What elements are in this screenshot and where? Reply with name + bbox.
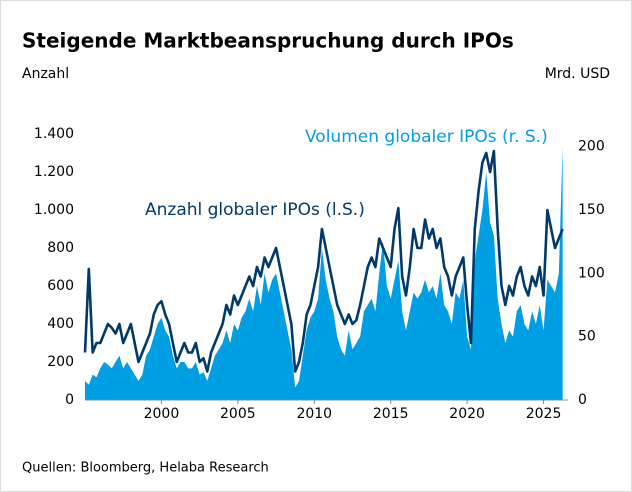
x-tick-label: 2025 [526, 406, 562, 422]
series-label: Anzahl globaler IPOs (l.S.) [145, 200, 365, 220]
y-tick-label: 1.400 [34, 126, 74, 142]
count-line [83, 149, 564, 373]
y-axis-label: Anzahl [22, 66, 69, 82]
y-tick-label: 800 [47, 240, 74, 256]
y2-axis-label: Mrd. USD [545, 66, 610, 82]
x-tick-label: 2000 [144, 406, 180, 422]
y2-tick-label: 50 [578, 329, 596, 345]
y-tick-label: 1.000 [34, 202, 74, 218]
y2-tick-label: 200 [578, 139, 605, 155]
x-tick-label: 2015 [373, 406, 409, 422]
y-tick-label: 200 [47, 354, 74, 370]
y2-tick-label: 0 [578, 392, 587, 408]
y-tick-label: 0 [65, 392, 74, 408]
y-tick-label: 1.200 [34, 164, 74, 180]
series-label: Volumen globaler IPOs (r. S.) [305, 127, 548, 147]
y-tick-label: 600 [47, 278, 74, 294]
chart-title: Steigende Marktbeanspruchung durch IPOs [22, 29, 514, 53]
y2-tick-label: 150 [578, 202, 605, 218]
y2-tick-label: 100 [578, 265, 605, 281]
volume-area [85, 146, 563, 400]
x-tick-label: 2020 [449, 406, 485, 422]
y-tick-label: 400 [47, 316, 74, 332]
x-tick-label: 2005 [220, 406, 256, 422]
source: Quellen: Bloomberg, Helaba Research [22, 461, 269, 476]
x-tick-label: 2010 [296, 406, 332, 422]
